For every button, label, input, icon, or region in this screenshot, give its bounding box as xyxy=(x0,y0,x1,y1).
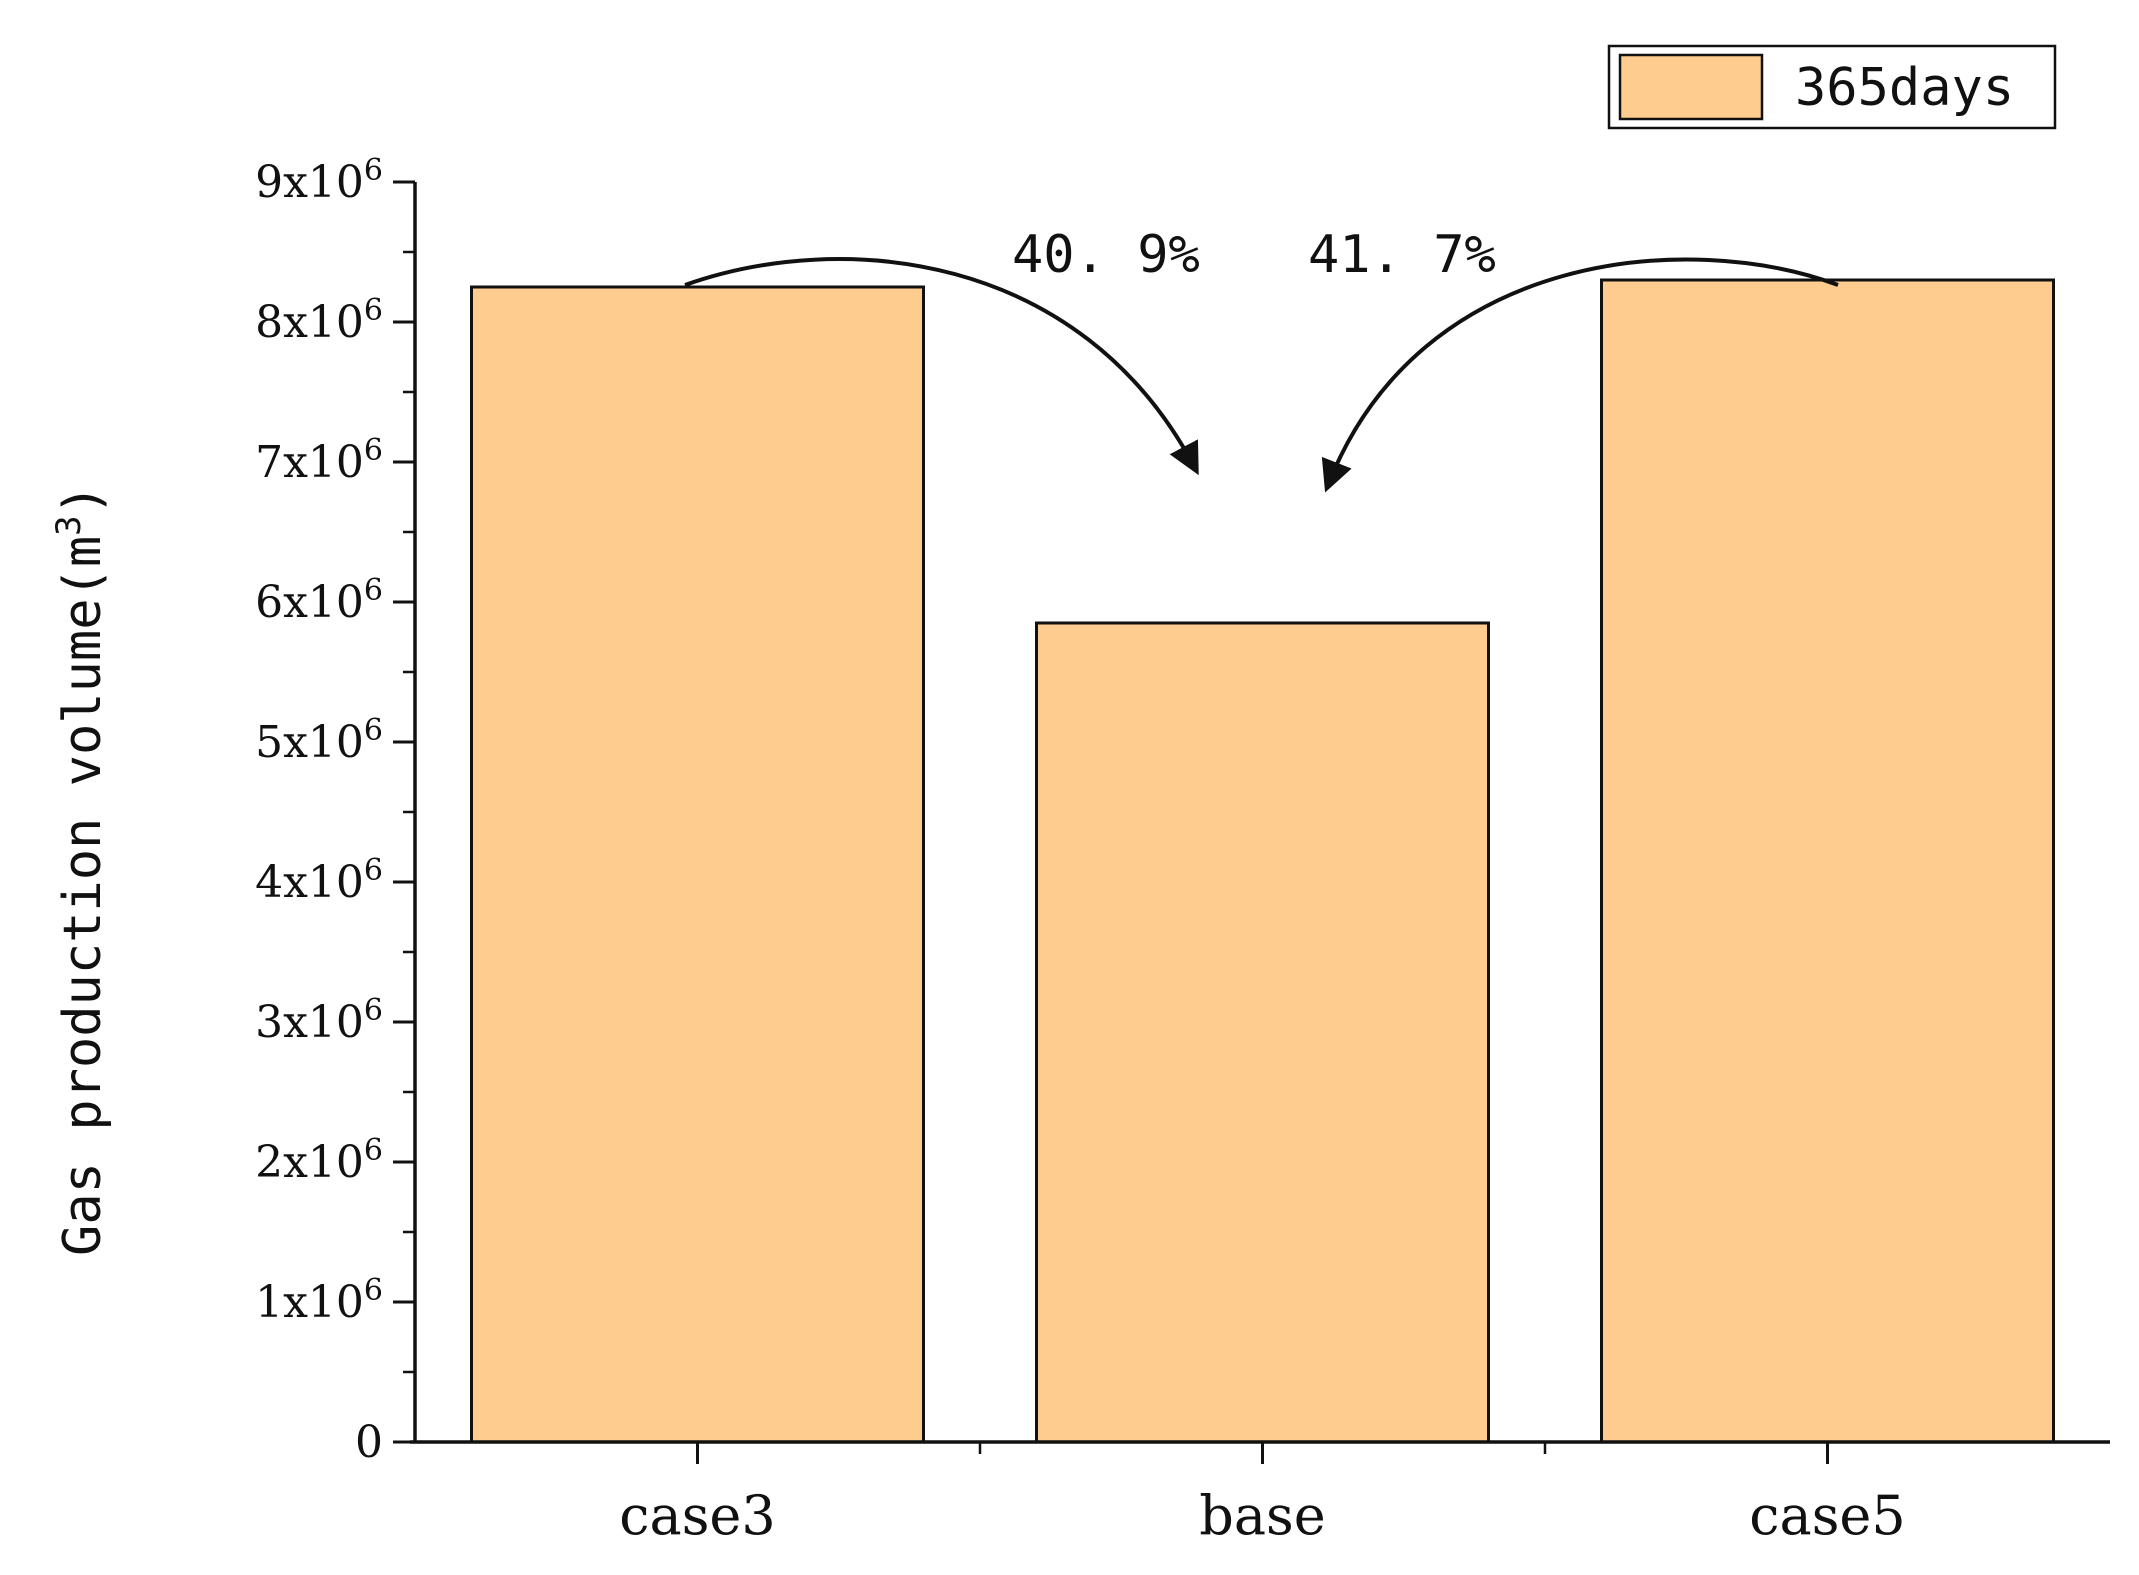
annotation-case5-percent: 41. 7% xyxy=(1308,225,1496,285)
bar-base xyxy=(1035,621,1490,1444)
y-axis: 0 1x106 2x106 3x106 4x106 5x106 6x106 7x106 8x10… xyxy=(255,153,417,1468)
y-tick-label: 9x106 xyxy=(255,153,383,209)
y-axis-label-unit: (m xyxy=(53,536,113,599)
y-axis-label: Gas production volume(m3) xyxy=(49,484,113,1256)
y-tick-label: 1x106 xyxy=(255,1273,383,1329)
y-tick-label: 6x106 xyxy=(255,573,383,629)
y-tick-label: 0 xyxy=(355,1417,383,1468)
y-tick-label: 5x106 xyxy=(255,713,383,769)
y-tick-label: 8x106 xyxy=(255,293,383,349)
y-axis-label-unit-close: ) xyxy=(53,484,113,515)
annotation-case3-percent: 40. 9% xyxy=(1012,225,1200,285)
x-tick-label-case5: case5 xyxy=(1749,1484,1905,1547)
x-tick-label-base: base xyxy=(1199,1484,1325,1547)
x-axis: case3 base case5 xyxy=(410,1440,2110,1547)
bar-case3 xyxy=(470,285,925,1444)
legend-label: 365days xyxy=(1795,58,2014,118)
bar-case5 xyxy=(1600,278,2055,1444)
arrow-case3-to-base xyxy=(684,257,1199,476)
legend-swatch xyxy=(1618,53,1764,121)
y-tick-label: 3x106 xyxy=(255,993,383,1049)
y-axis-label-unit-exponent: 3 xyxy=(49,515,89,535)
legend: 365days xyxy=(1607,44,2057,130)
y-tick-label: 4x106 xyxy=(255,853,383,909)
annotations: 40. 9% 41. 7% xyxy=(684,225,1839,493)
x-tick-label-case3: case3 xyxy=(619,1484,775,1547)
y-tick-label: 7x106 xyxy=(255,433,383,489)
bars xyxy=(470,278,2055,1444)
y-axis-label-text: Gas production volume xyxy=(53,598,113,1255)
arrow-case5-to-base xyxy=(1321,257,1839,493)
y-tick-label: 2x106 xyxy=(255,1133,383,1189)
